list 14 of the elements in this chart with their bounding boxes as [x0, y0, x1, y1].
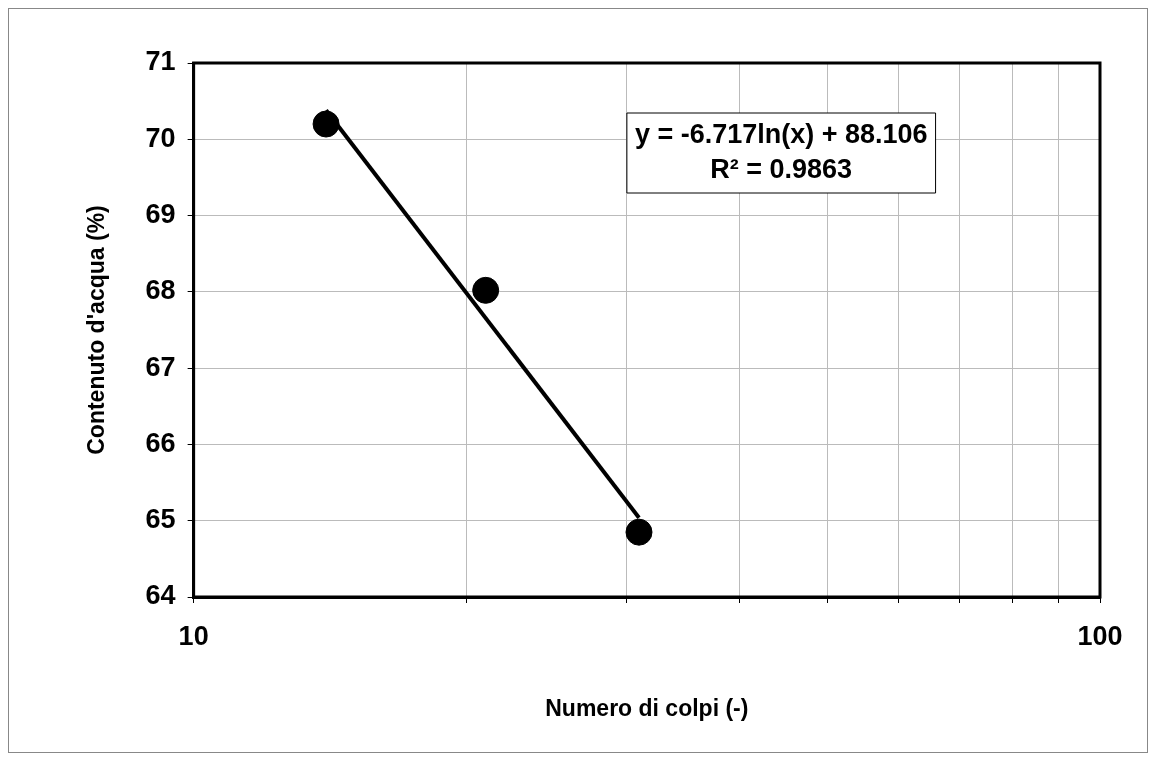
y-tick-label: 69	[145, 199, 176, 230]
y-tick-label: 68	[145, 275, 176, 306]
y-tick-label: 65	[145, 504, 176, 535]
y-tick-label: 67	[145, 351, 176, 382]
x-axis-title: Numero di colpi (-)	[545, 694, 749, 721]
annotation: y = -6.717ln(x) + 88.106	[634, 118, 928, 149]
y-tick-label: 70	[145, 122, 176, 153]
y-axis-title: Contenuto d'acqua (%)	[83, 205, 110, 455]
annotation: R² = 0.9863	[710, 153, 853, 184]
x-tick-label: 10	[178, 620, 209, 651]
y-tick-label: 71	[145, 46, 176, 77]
y-tick-label: 66	[145, 427, 176, 458]
y-tick-label: 64	[145, 580, 176, 611]
x-tick-label: 100	[1077, 620, 1123, 651]
